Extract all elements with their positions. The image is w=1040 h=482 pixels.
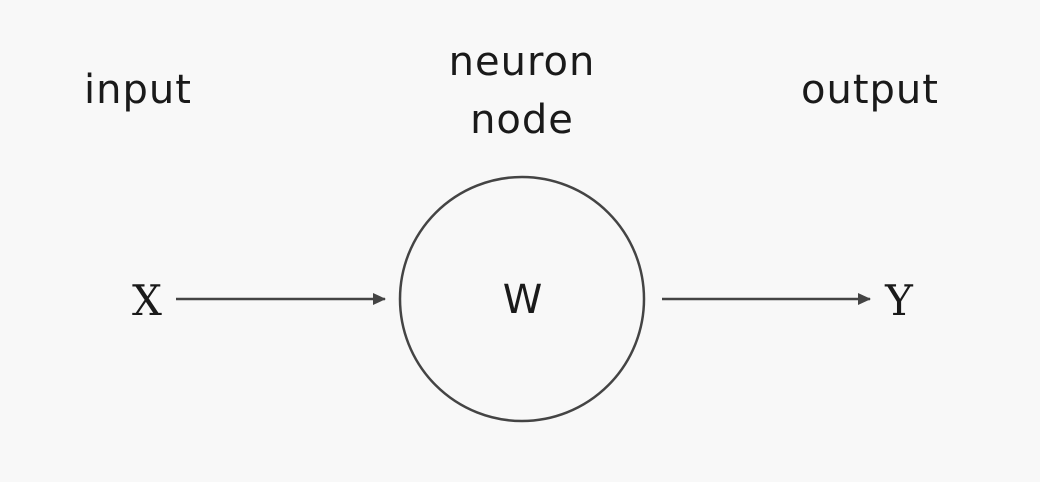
neuron-label-line2: node	[470, 97, 574, 143]
neuron-label-line1: neuron	[449, 39, 596, 85]
weight-symbol-w: W	[503, 277, 544, 323]
output-symbol-y: Y	[884, 276, 914, 325]
input-symbol-x: X	[132, 276, 162, 325]
output-label: output	[801, 67, 939, 113]
neuron-node-circle	[398, 175, 646, 423]
input-label: input	[84, 67, 192, 113]
